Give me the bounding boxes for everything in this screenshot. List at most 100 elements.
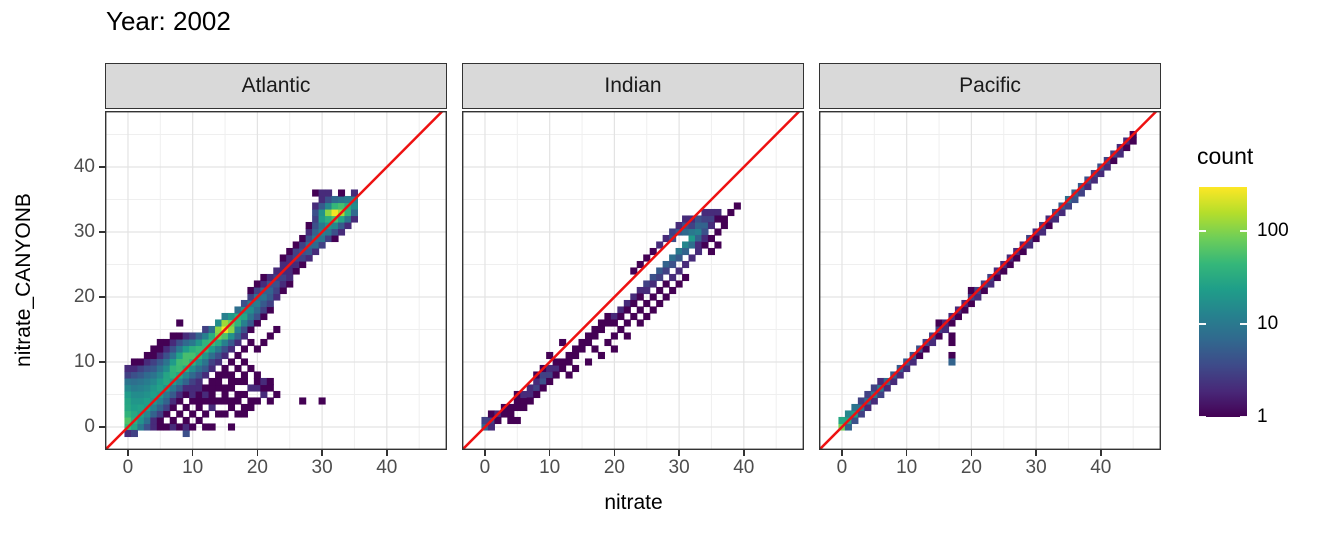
bin [318, 221, 326, 230]
bin [137, 384, 145, 392]
bin [208, 332, 216, 340]
bin [318, 234, 326, 243]
bin [208, 397, 216, 405]
bin [1032, 234, 1040, 243]
bin [247, 364, 255, 373]
bin [669, 260, 677, 269]
bin [312, 215, 320, 223]
bin [260, 377, 268, 386]
bin [967, 286, 975, 295]
bin [344, 215, 352, 223]
bin [707, 208, 715, 217]
bin [163, 364, 171, 373]
bin [305, 228, 313, 236]
bin [247, 397, 255, 405]
bin [1051, 215, 1060, 223]
bin [877, 390, 885, 399]
x-tick-mark [548, 450, 551, 456]
bin [266, 377, 274, 386]
bin [247, 293, 255, 301]
bin [714, 215, 722, 223]
bin [221, 390, 229, 399]
bin [662, 267, 670, 275]
bin [948, 358, 956, 366]
bin [844, 423, 852, 431]
bin [163, 410, 171, 418]
legend-colorbar [1199, 187, 1247, 417]
bin [572, 345, 580, 353]
bin [227, 338, 236, 347]
bin [312, 208, 320, 217]
bin [253, 312, 261, 321]
bin [234, 338, 242, 347]
bin [124, 390, 132, 399]
bin [864, 403, 872, 412]
bin [993, 273, 1001, 282]
bin [727, 208, 735, 217]
bin [169, 364, 177, 373]
x-tick-mark [256, 450, 259, 456]
bin [124, 364, 132, 373]
bin [234, 397, 242, 405]
bin [844, 410, 852, 418]
bin [318, 202, 326, 210]
bin [221, 397, 229, 405]
bin [299, 241, 307, 249]
panel-plot-indian [461, 110, 805, 451]
bin [137, 416, 145, 425]
bin [169, 345, 177, 353]
bin [234, 377, 242, 386]
bin [260, 273, 268, 282]
bin [520, 390, 528, 399]
bin [610, 312, 618, 321]
bin [325, 228, 333, 236]
bin [1116, 150, 1124, 158]
bin [195, 403, 203, 412]
bin [182, 345, 190, 353]
facet-strip-label-indian: Indian [604, 74, 662, 97]
bin [1000, 267, 1008, 275]
bin [150, 423, 158, 431]
bin [156, 403, 164, 412]
y-tick-label: 40 [73, 156, 95, 178]
legend-tick-label: 10 [1257, 313, 1279, 335]
bin [1097, 169, 1105, 178]
bin [1039, 228, 1047, 236]
bin [182, 338, 190, 347]
bin [182, 351, 190, 360]
y-tick-mark [98, 296, 105, 298]
bin [124, 371, 132, 379]
bin [130, 410, 138, 418]
bin [643, 299, 651, 308]
bin [331, 228, 339, 236]
bin [513, 403, 521, 412]
bin [656, 286, 664, 295]
bin [124, 377, 132, 386]
bin [137, 423, 145, 431]
bin [176, 384, 184, 392]
bin [150, 410, 158, 418]
bin [189, 338, 197, 347]
bin [156, 358, 164, 366]
bin [143, 397, 151, 405]
bin [565, 358, 573, 366]
bin [130, 364, 138, 373]
bin [694, 234, 703, 243]
bin [124, 397, 132, 405]
bin [688, 254, 696, 262]
bin [694, 241, 703, 249]
legend-tick-mark [1199, 323, 1206, 326]
bin [189, 397, 197, 405]
bin [870, 384, 878, 392]
x-tick-label: 30 [1025, 457, 1047, 478]
bin [227, 325, 236, 334]
bin [649, 280, 657, 288]
bin [584, 332, 593, 340]
bin [929, 338, 937, 347]
bin [176, 319, 184, 327]
bin [176, 397, 184, 405]
bin [669, 273, 677, 282]
y-tick-mark [98, 426, 105, 428]
bin [669, 254, 677, 262]
bin [565, 351, 573, 360]
